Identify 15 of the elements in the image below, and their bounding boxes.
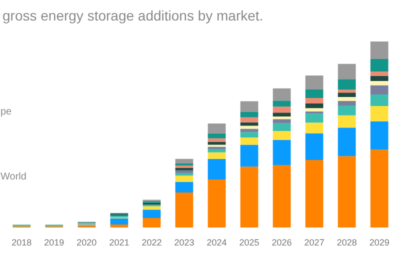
x-tick-label: 2018	[12, 238, 32, 248]
x-tick-label: 2019	[44, 238, 64, 248]
x-tick-label: 2022	[142, 238, 162, 248]
x-tick-label: 2023	[174, 238, 194, 248]
x-tick-label: 2026	[272, 238, 292, 248]
annotation: World	[0, 172, 26, 182]
annotation: pe	[0, 106, 12, 118]
chart-title: gross energy storage additions by market.	[2, 8, 264, 24]
x-tick-label: 2020	[76, 238, 97, 248]
x-tick-label: 2029	[369, 238, 390, 248]
x-tick-label: 2027	[304, 238, 324, 248]
x-tick-label: 2025	[239, 238, 260, 248]
x-tick-label: 2024	[206, 238, 227, 248]
x-tick-label: 2021	[109, 238, 130, 248]
x-tick-label: 2028	[336, 238, 357, 248]
